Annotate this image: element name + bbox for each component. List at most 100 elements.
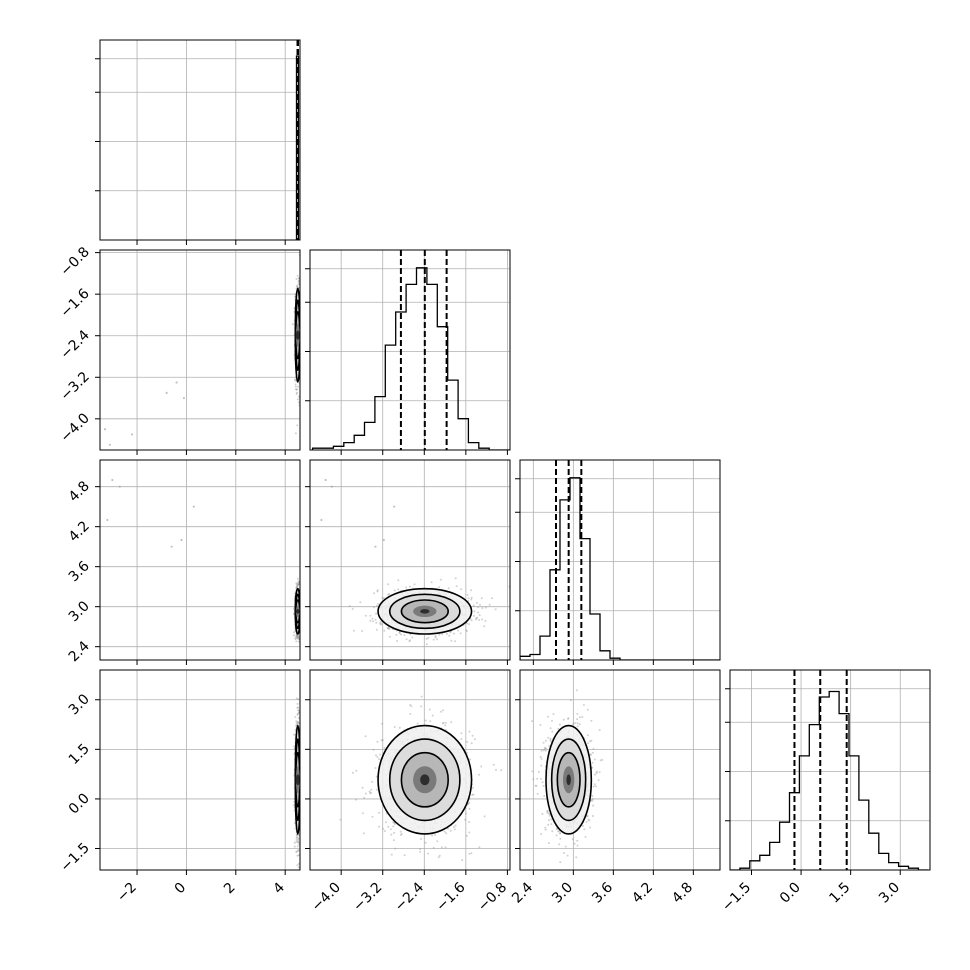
sample-point — [445, 832, 448, 835]
sample-point — [295, 840, 298, 843]
sample-point — [296, 284, 299, 287]
outlier-point — [108, 443, 111, 446]
sample-point — [471, 734, 474, 737]
sample-point — [296, 836, 299, 838]
sample-point — [380, 739, 383, 742]
sample-point — [382, 827, 385, 830]
sample-point — [461, 859, 464, 862]
panel-3-0 — [95, 669, 301, 875]
sample-point — [355, 769, 358, 772]
sample-point — [408, 640, 411, 643]
sample-point — [444, 724, 447, 727]
sample-point — [297, 866, 300, 869]
sample-point — [549, 737, 552, 740]
sample-point — [378, 758, 380, 761]
sample-point — [595, 772, 598, 775]
outlier-point — [382, 538, 385, 542]
sample-point — [297, 277, 300, 280]
sample-point — [403, 634, 406, 637]
sample-point — [398, 726, 401, 729]
histogram-step — [295, 55, 300, 240]
sample-point — [478, 614, 481, 617]
sample-point — [393, 823, 396, 826]
sample-point — [468, 807, 471, 810]
sample-point — [468, 821, 470, 823]
sample-point — [427, 852, 430, 855]
sample-point — [353, 629, 355, 632]
sample-point — [400, 833, 403, 835]
sample-point — [555, 828, 558, 831]
sample-point — [297, 872, 299, 874]
outlier-point — [330, 485, 333, 488]
sample-point — [296, 398, 299, 401]
sample-point — [296, 702, 299, 705]
sample-point — [375, 621, 378, 624]
sample-point — [460, 732, 463, 735]
density-contour — [420, 774, 430, 786]
sample-point — [465, 629, 468, 632]
sample-point — [295, 388, 298, 391]
sample-point — [351, 607, 354, 610]
sample-point — [297, 706, 300, 709]
sample-point — [441, 633, 444, 636]
sample-point — [293, 821, 296, 824]
sample-point — [392, 825, 395, 828]
sample-point — [442, 721, 445, 724]
sample-point — [470, 589, 473, 592]
sample-point — [416, 722, 419, 725]
sample-point — [300, 611, 302, 613]
sample-point — [532, 778, 535, 781]
sample-point — [297, 716, 300, 719]
sample-point — [576, 725, 579, 728]
outlier-point — [106, 518, 109, 522]
sample-point — [476, 616, 479, 619]
sample-point — [294, 637, 297, 640]
sample-point — [294, 432, 297, 435]
sample-point — [591, 798, 594, 800]
sample-point — [437, 856, 440, 859]
sample-point — [297, 636, 300, 639]
sample-point — [419, 850, 422, 853]
sample-point — [478, 846, 481, 849]
sample-point — [296, 864, 299, 867]
sample-point — [292, 804, 295, 807]
sample-point — [425, 637, 428, 640]
sample-point — [297, 636, 300, 638]
sample-point — [470, 596, 473, 599]
sample-point — [483, 815, 486, 818]
sample-point — [378, 825, 380, 828]
sample-point — [394, 847, 397, 850]
sample-point — [294, 385, 297, 388]
sample-point — [364, 792, 367, 795]
sample-point — [293, 745, 296, 748]
sample-point — [295, 582, 298, 585]
sample-point — [591, 761, 594, 764]
sample-point — [379, 622, 381, 625]
panel-frame — [99, 669, 301, 871]
sample-point — [295, 586, 298, 589]
sample-point — [296, 634, 299, 637]
panel-frame — [309, 459, 511, 661]
sample-point — [464, 812, 467, 815]
sample-point — [369, 614, 372, 617]
sample-point — [374, 767, 377, 769]
sample-point — [370, 788, 373, 791]
sample-point — [296, 285, 299, 288]
sample-point — [294, 827, 297, 830]
outlier-point — [170, 545, 173, 548]
sample-point — [470, 852, 473, 855]
sample-point — [480, 765, 483, 768]
outlier-point — [182, 396, 186, 400]
sample-point — [369, 619, 372, 622]
sample-point — [409, 712, 412, 715]
panel-3-1 — [305, 669, 511, 875]
sample-point — [293, 631, 296, 634]
sample-point — [545, 747, 548, 750]
sample-point — [447, 587, 450, 590]
sample-point — [468, 852, 471, 855]
sample-point — [576, 722, 579, 725]
histogram-step — [311, 267, 510, 450]
sample-point — [490, 597, 493, 600]
sample-point — [425, 643, 428, 646]
outlier-point — [111, 478, 114, 482]
